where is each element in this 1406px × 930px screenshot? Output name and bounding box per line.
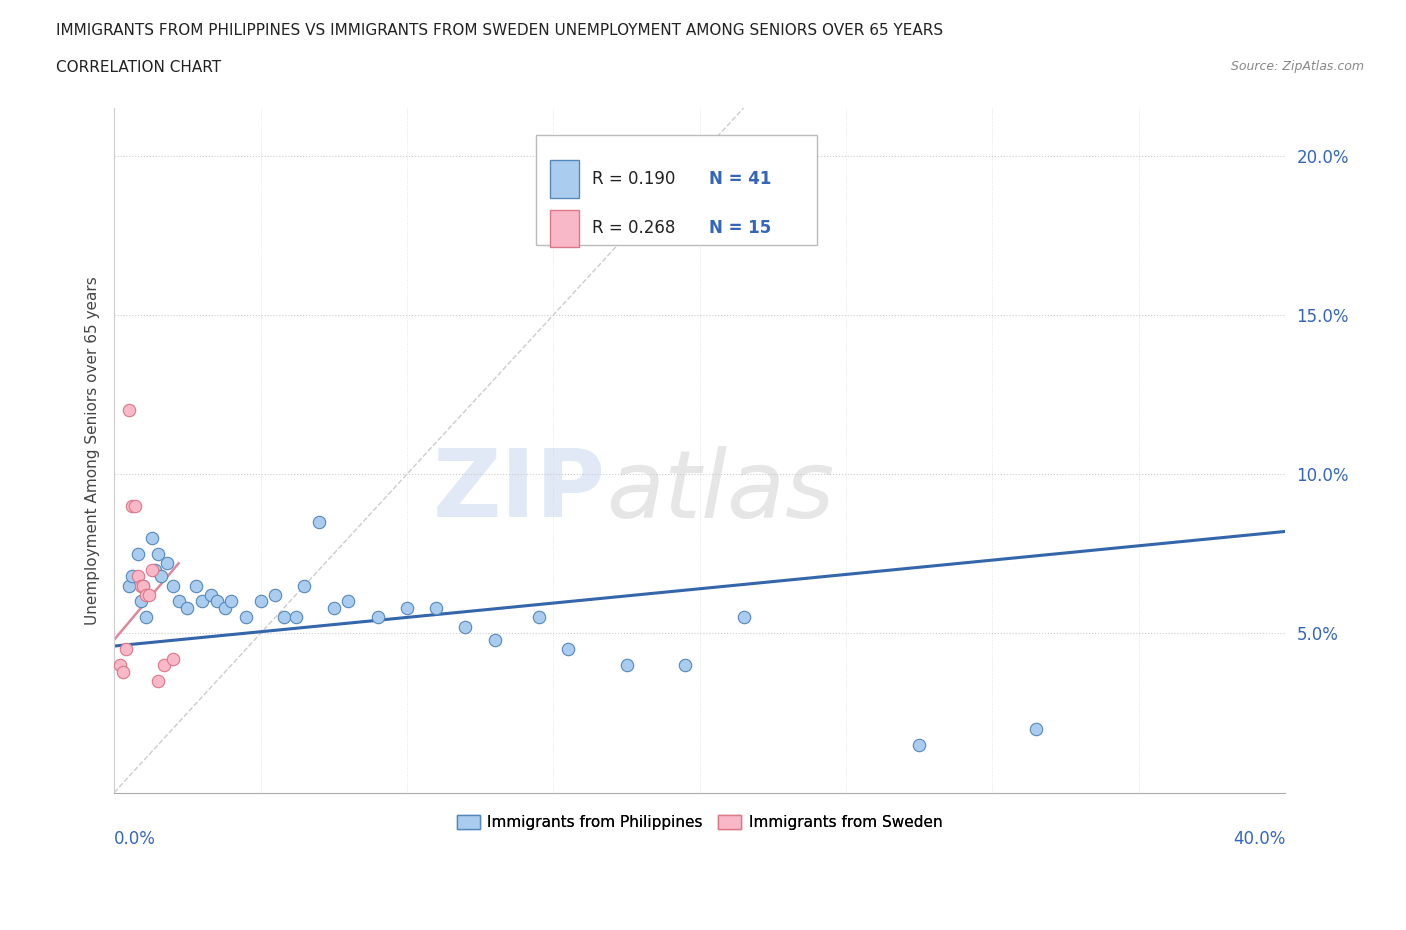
- Y-axis label: Unemployment Among Seniors over 65 years: Unemployment Among Seniors over 65 years: [86, 276, 100, 625]
- Point: [673, 658, 696, 672]
- Point: [135, 610, 157, 625]
- Point: [367, 610, 389, 625]
- Legend: Immigrants from Philippines, Immigrants from Sweden: Immigrants from Philippines, Immigrants …: [451, 809, 949, 836]
- FancyBboxPatch shape: [536, 136, 817, 245]
- Point: [127, 546, 149, 561]
- Point: [167, 594, 190, 609]
- Text: N = 15: N = 15: [709, 219, 772, 237]
- Point: [132, 578, 155, 593]
- Point: [264, 588, 287, 603]
- Point: [733, 610, 755, 625]
- Point: [527, 610, 550, 625]
- Point: [111, 664, 134, 679]
- Point: [425, 601, 447, 616]
- Point: [1025, 722, 1047, 737]
- Point: [129, 578, 152, 593]
- Point: [284, 610, 307, 625]
- FancyBboxPatch shape: [550, 209, 579, 247]
- Text: R = 0.268: R = 0.268: [592, 219, 675, 237]
- Point: [273, 610, 295, 625]
- Point: [221, 594, 243, 609]
- Text: ZIP: ZIP: [433, 445, 606, 538]
- Point: [115, 642, 138, 657]
- Point: [557, 642, 579, 657]
- Point: [141, 530, 163, 545]
- Point: [121, 498, 143, 513]
- Text: 0.0%: 0.0%: [114, 830, 156, 848]
- Text: Source: ZipAtlas.com: Source: ZipAtlas.com: [1230, 60, 1364, 73]
- Point: [150, 568, 173, 583]
- Point: [118, 578, 141, 593]
- Point: [294, 578, 316, 593]
- Point: [186, 578, 208, 593]
- Point: [146, 673, 169, 688]
- Point: [484, 632, 506, 647]
- Point: [153, 658, 176, 672]
- Point: [127, 568, 149, 583]
- Point: [454, 619, 477, 634]
- Point: [121, 568, 143, 583]
- Point: [108, 658, 131, 672]
- Point: [205, 594, 228, 609]
- Point: [135, 588, 157, 603]
- Point: [235, 610, 257, 625]
- Point: [191, 594, 214, 609]
- Point: [132, 578, 155, 593]
- Point: [337, 594, 360, 609]
- Point: [143, 563, 166, 578]
- Point: [322, 601, 344, 616]
- FancyBboxPatch shape: [550, 160, 579, 198]
- Point: [616, 658, 638, 672]
- Point: [146, 546, 169, 561]
- Point: [162, 651, 184, 666]
- Point: [162, 578, 184, 593]
- Point: [156, 556, 179, 571]
- Point: [200, 588, 222, 603]
- Point: [129, 594, 152, 609]
- Point: [214, 601, 236, 616]
- Text: CORRELATION CHART: CORRELATION CHART: [56, 60, 221, 75]
- Text: N = 41: N = 41: [709, 170, 772, 188]
- Point: [176, 601, 198, 616]
- Point: [395, 601, 418, 616]
- Point: [308, 514, 330, 529]
- Point: [908, 737, 931, 752]
- Text: IMMIGRANTS FROM PHILIPPINES VS IMMIGRANTS FROM SWEDEN UNEMPLOYMENT AMONG SENIORS: IMMIGRANTS FROM PHILIPPINES VS IMMIGRANT…: [56, 23, 943, 38]
- Point: [141, 563, 163, 578]
- Point: [124, 498, 146, 513]
- Point: [249, 594, 271, 609]
- Text: 40.0%: 40.0%: [1233, 830, 1285, 848]
- Point: [138, 588, 160, 603]
- Point: [118, 403, 141, 418]
- Text: R = 0.190: R = 0.190: [592, 170, 675, 188]
- Text: atlas: atlas: [606, 445, 834, 537]
